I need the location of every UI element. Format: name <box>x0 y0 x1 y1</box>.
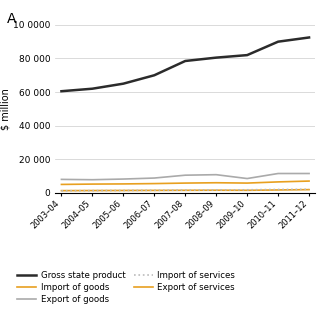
Text: A: A <box>6 12 16 26</box>
Y-axis label: $ million: $ million <box>0 88 10 130</box>
Legend: Gross state product, Import of goods, Export of goods, Import of services, Expor: Gross state product, Import of goods, Ex… <box>17 271 235 304</box>
